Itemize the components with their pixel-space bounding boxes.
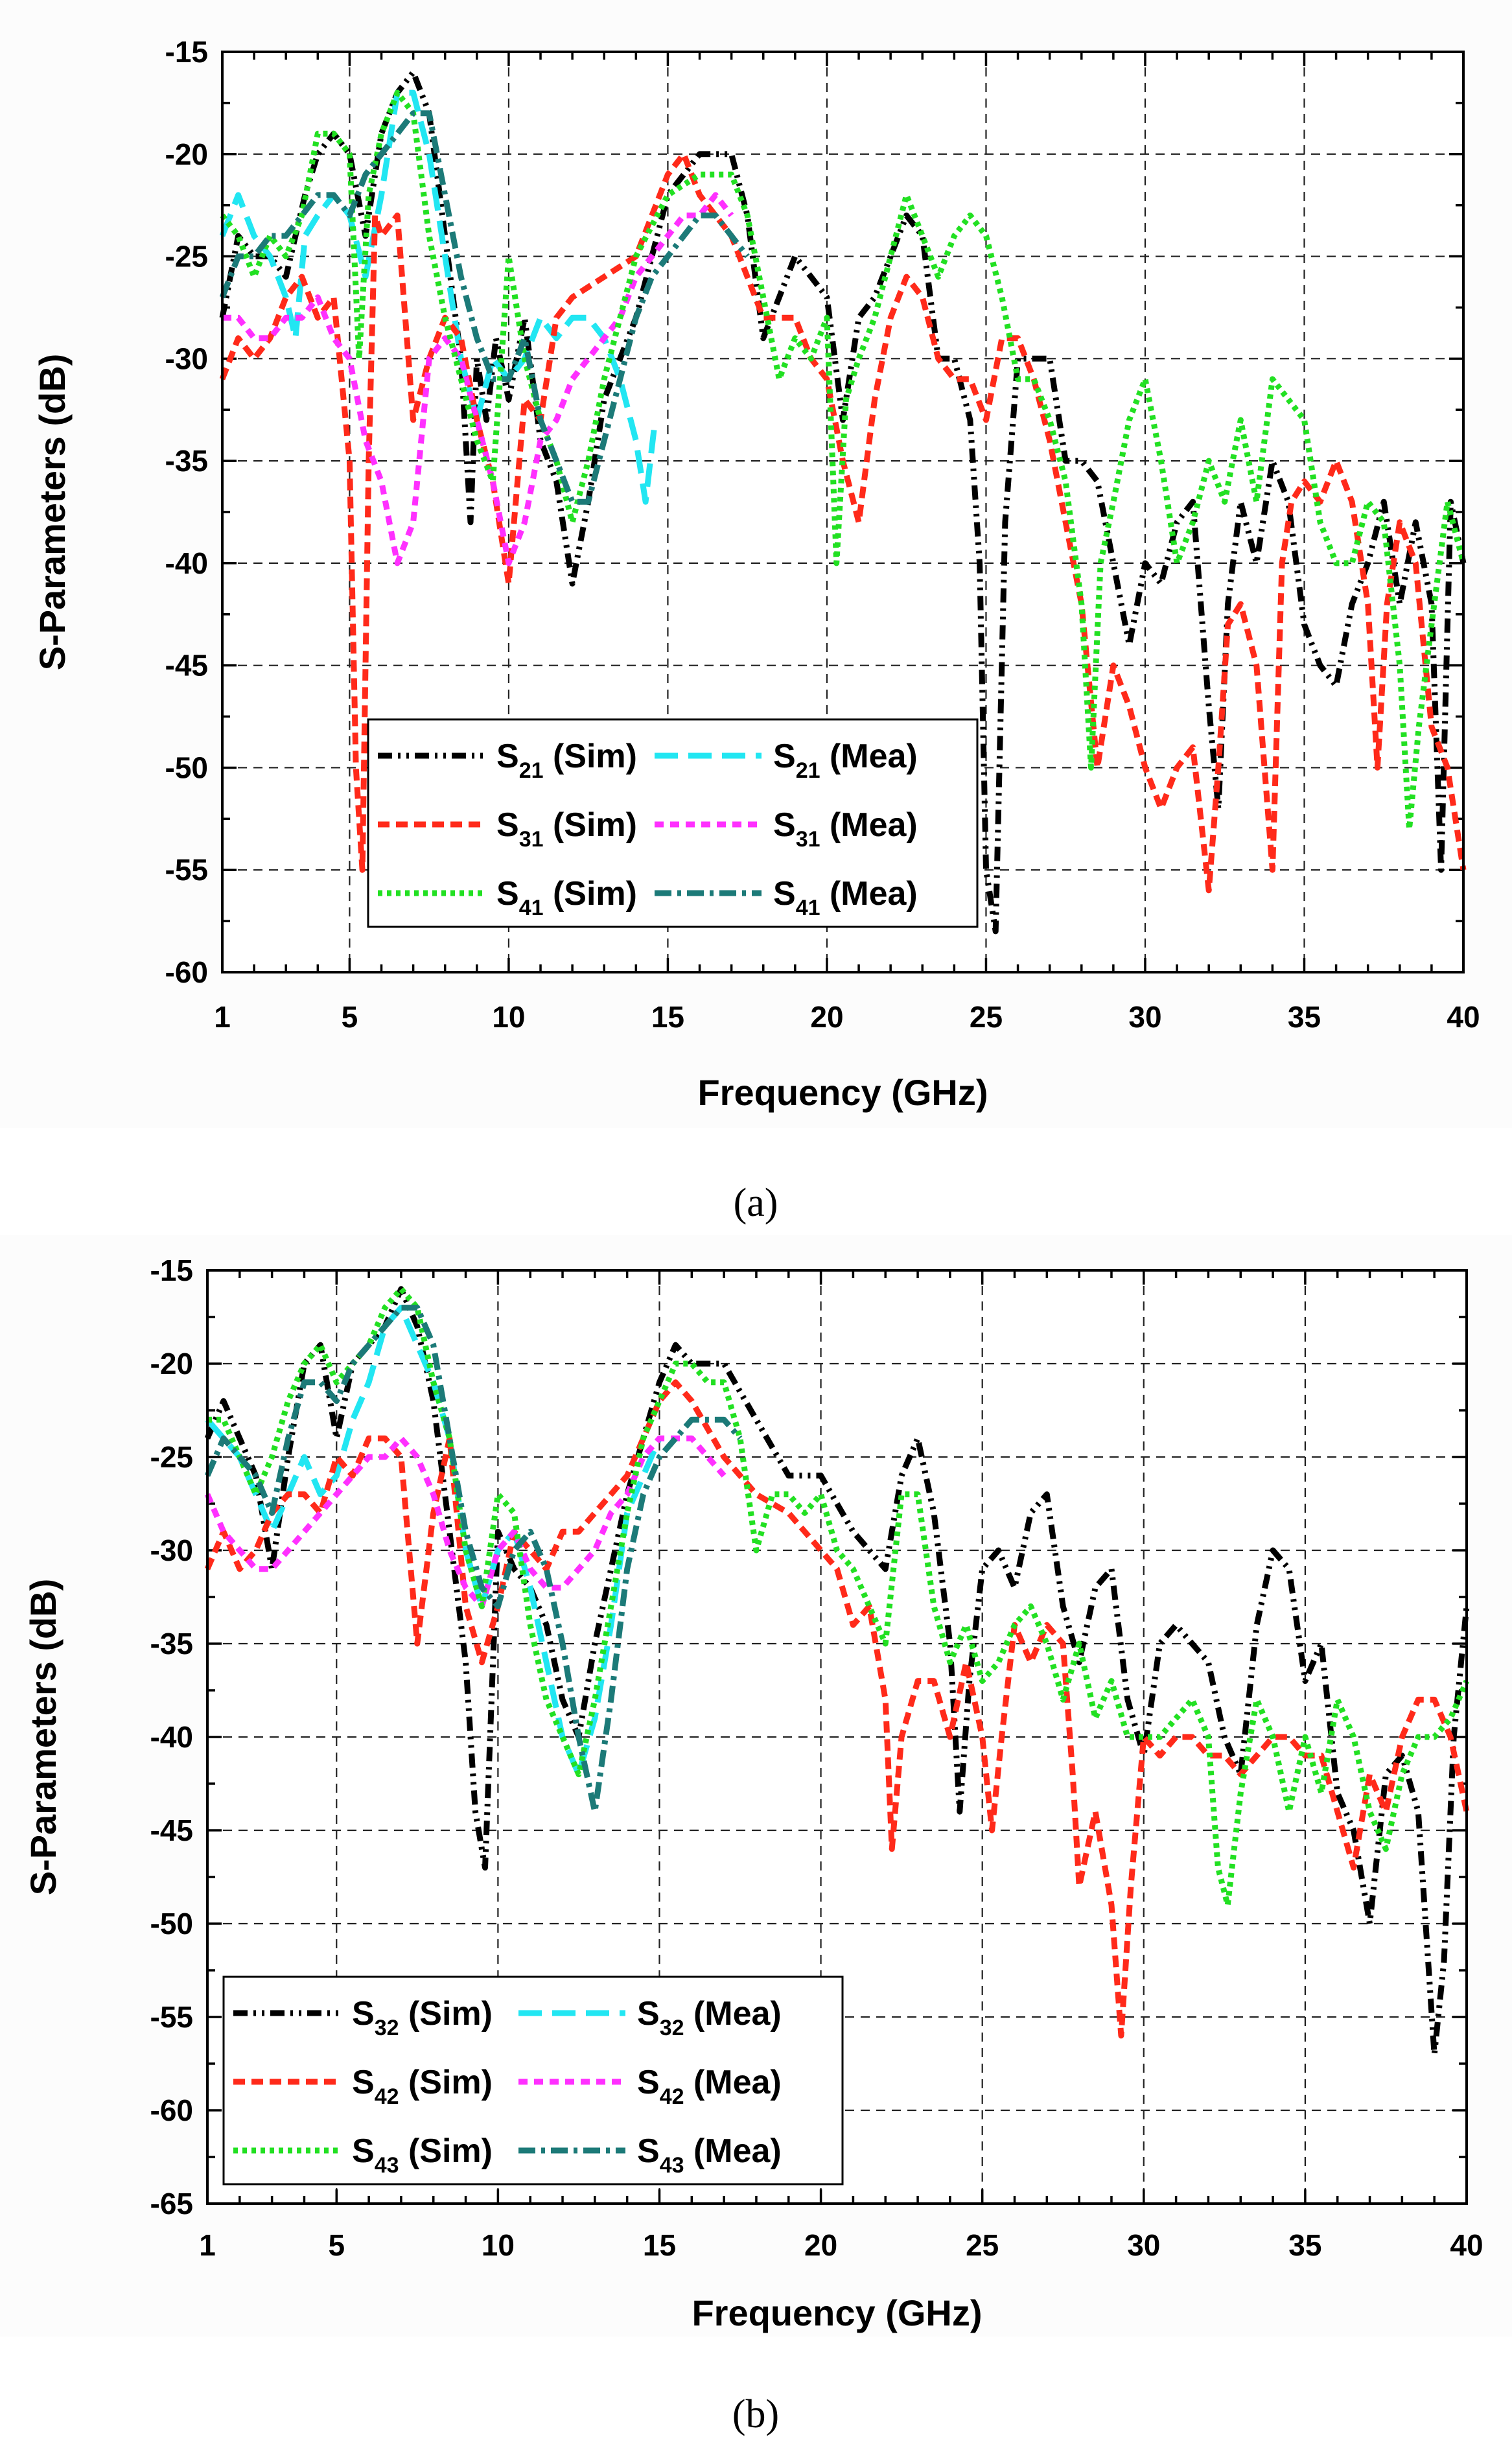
x-axis-title: Frequency (GHz) — [697, 1072, 988, 1113]
y-tick-label: -45 — [165, 649, 208, 682]
series-line-s32sim — [204, 1286, 1470, 2058]
plot-frame — [206, 1269, 1468, 2205]
x-axis-title: Frequency (GHz) — [692, 2292, 982, 2333]
series-line-s41sim — [220, 89, 1467, 832]
y-tick-label: -50 — [150, 1907, 193, 1940]
legend-label-s41mea: S41 (Mea) — [773, 875, 918, 920]
y-tick-label: -45 — [150, 1813, 193, 1847]
y-axis-title: S-Parameters (dB) — [32, 354, 73, 671]
x-tick-label: 5 — [328, 2228, 345, 2262]
y-tick-label: -55 — [165, 853, 208, 887]
y-tick-label: -30 — [150, 1533, 193, 1567]
legend-label-s32sim: S32 (Sim) — [352, 1995, 493, 2040]
x-tick-label: 35 — [1288, 1000, 1321, 1034]
legend-label-s21mea: S21 (Mea) — [773, 738, 918, 783]
y-tick-label: -25 — [150, 1440, 193, 1474]
x-tick-label: 10 — [492, 1000, 525, 1034]
y-tick-label: -35 — [150, 1627, 193, 1661]
plot-frame — [221, 51, 1465, 973]
x-tick-label: 25 — [970, 1000, 1003, 1034]
y-tick-label: -40 — [150, 1720, 193, 1754]
legend-label-s42mea: S42 (Mea) — [637, 2064, 782, 2109]
panel-b: -15-20-25-30-35-40-45-50-55-60-651 5 10 15 2… — [0, 1235, 1512, 2337]
y-tick-label: -40 — [165, 546, 208, 580]
x-tick-label: 5 — [342, 1000, 358, 1034]
series-line-s42sim — [204, 1379, 1470, 2039]
series-line-s21mea — [219, 89, 658, 505]
x-tick-label: 1 — [214, 1000, 231, 1034]
series-line-s41mea — [219, 110, 750, 505]
series-line-s21sim — [219, 69, 1467, 935]
x-tick-label: 10 — [482, 2228, 515, 2262]
legend-label-s31sim: S31 (Sim) — [496, 806, 637, 852]
y-axis-title: S-Parameters (dB) — [23, 1579, 64, 1896]
panel-a: -15-20-25-30-35-40-45-50-55-601 5 10 15 20 25… — [0, 0, 1512, 1128]
series-line-s42mea — [204, 1435, 727, 1609]
y-tick-label: -50 — [165, 751, 208, 784]
x-tick-label: 30 — [1127, 2228, 1160, 2262]
caption-a: (a) — [734, 1181, 778, 1225]
y-tick-label: -55 — [150, 2000, 193, 2034]
y-tick-label: -65 — [150, 2187, 193, 2220]
y-tick-label: -60 — [150, 2093, 193, 2127]
series-line-s43sim — [207, 1286, 1470, 1908]
x-tick-label: 20 — [804, 2228, 837, 2262]
legend-label-s43mea: S43 (Mea) — [637, 2132, 782, 2178]
legend-label-s42sim: S42 (Sim) — [352, 2064, 493, 2109]
x-tick-label: 25 — [966, 2228, 999, 2262]
y-tick-label: -15 — [150, 1253, 193, 1287]
x-tick-label: 40 — [1447, 1000, 1480, 1034]
y-tick-label: -25 — [165, 240, 208, 274]
x-tick-label: 20 — [810, 1000, 843, 1034]
y-tick-label: -35 — [165, 444, 208, 478]
y-tick-label: -30 — [165, 342, 208, 375]
x-tick-label: 15 — [643, 2228, 676, 2262]
x-tick-label: 15 — [651, 1000, 684, 1034]
x-tick-label: 40 — [1450, 2228, 1483, 2262]
y-tick-label: -60 — [165, 955, 208, 989]
y-tick-label: -15 — [165, 35, 208, 69]
legend: S21 (Sim) S21 (Mea) S31 (Sim) S31 (Mea) S41 … — [367, 718, 979, 928]
x-tick-label: 30 — [1128, 1000, 1161, 1034]
legend-label-s41sim: S41 (Sim) — [496, 875, 637, 920]
x-tick-label: 1 — [199, 2228, 216, 2262]
series-line-s31sim — [219, 151, 1467, 894]
series-line-s43mea — [204, 1305, 743, 1815]
x-tick-label: 35 — [1288, 2228, 1321, 2262]
legend: S32 (Sim) S32 (Mea) S42 (Sim) S42 (Mea) S43 … — [222, 1975, 844, 2185]
caption-b: (b) — [732, 2392, 779, 2436]
y-tick-label: -20 — [150, 1347, 193, 1381]
legend-label-s31mea: S31 (Mea) — [773, 806, 918, 852]
legend-label-s21sim: S21 (Sim) — [496, 738, 637, 783]
y-tick-label: -20 — [165, 137, 208, 171]
legend-label-s43sim: S43 (Sim) — [352, 2132, 493, 2178]
legend-label-s32mea: S32 (Mea) — [637, 1995, 782, 2040]
